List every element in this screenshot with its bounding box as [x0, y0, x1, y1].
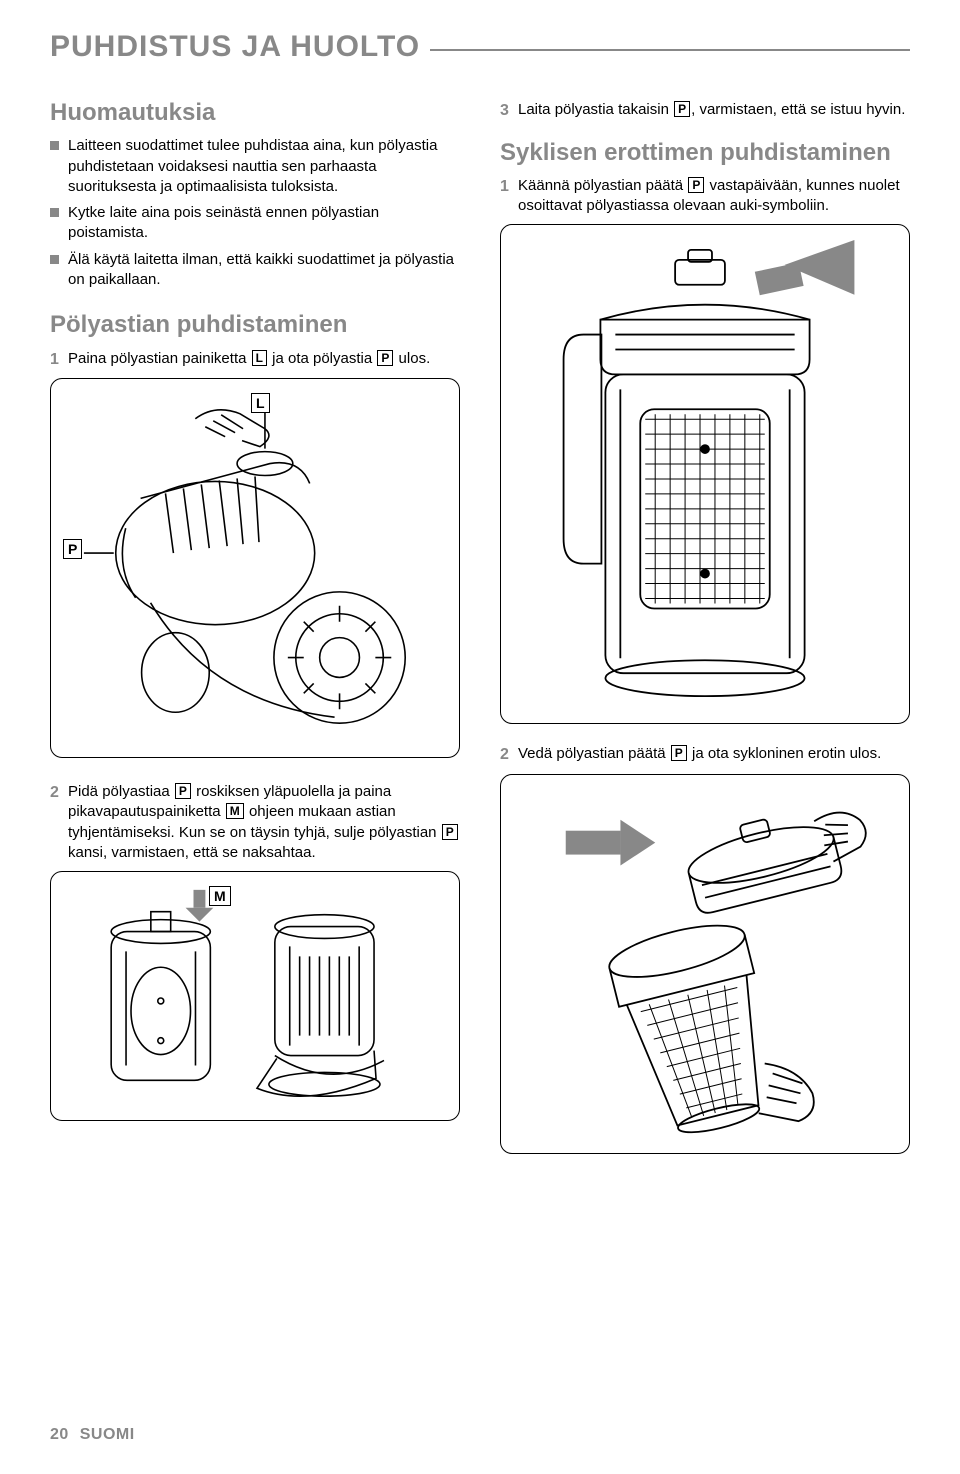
- separator-illustration-icon: [501, 775, 909, 1153]
- left-column: Huomautuksia Laitteen suodattimet tulee …: [50, 100, 460, 1154]
- figure-empty-dust: M: [50, 871, 460, 1121]
- keycap-p: P: [442, 824, 458, 840]
- keycap-p: P: [175, 783, 191, 799]
- keycap-m: M: [226, 803, 244, 819]
- cyclone-step-1: 1 Käännä pölyastian päätä P vastapäivään…: [500, 176, 910, 217]
- arrow-right-icon: [566, 820, 656, 866]
- step-text: Käännä pölyastian päätä P vastapäivään, …: [518, 176, 910, 217]
- right-column: 3 Laita pölyastia takaisin P, varmistaen…: [500, 100, 910, 1154]
- figure-dust-container-remove: L P: [50, 378, 460, 758]
- step-text: Laita pölyastia takaisin P, varmistaen, …: [518, 100, 910, 122]
- step-number: 3: [500, 100, 518, 122]
- page-title-text: PUHDISTUS JA HUOLTO: [50, 30, 420, 64]
- keycap-p: P: [671, 745, 687, 761]
- notes-heading: Huomautuksia: [50, 100, 460, 126]
- rotate-illustration-icon: [501, 225, 909, 723]
- notes-list: Laitteen suodattimet tulee puhdistaa ain…: [50, 136, 460, 290]
- keycap-p: P: [688, 177, 704, 193]
- figure-pull-separator: [500, 774, 910, 1154]
- step-text: Paina pölyastian painiketta L ja ota pöl…: [68, 349, 460, 371]
- clean-heading: Pölyastian puhdistaminen: [50, 312, 460, 338]
- keycap-l: L: [252, 350, 267, 366]
- vacuum-illustration-icon: [51, 379, 459, 757]
- keycap-p: P: [377, 350, 393, 366]
- title-rule: [430, 49, 910, 51]
- step-3: 3 Laita pölyastia takaisin P, varmistaen…: [500, 100, 910, 122]
- fig-label-l: L: [251, 393, 270, 413]
- step-number: 2: [50, 782, 68, 863]
- step-text: Vedä pölyastian päätä P ja ota syklonine…: [518, 744, 910, 766]
- note-item: Laitteen suodattimet tulee puhdistaa ain…: [50, 136, 460, 197]
- empty-illustration-icon: [51, 872, 459, 1120]
- page-number: 20: [50, 1426, 69, 1443]
- figure-rotate-head: [500, 224, 910, 724]
- note-item: Kytke laite aina pois seinästä ennen pöl…: [50, 203, 460, 244]
- note-item: Älä käytä laitetta ilman, että kaikki su…: [50, 250, 460, 291]
- step-number: 1: [500, 176, 518, 217]
- step-text: Pidä pölyastiaa P roskiksen yläpuolella …: [68, 782, 460, 863]
- footer-language: SUOMI: [80, 1426, 135, 1443]
- step-1: 1 Paina pölyastian painiketta L ja ota p…: [50, 349, 460, 371]
- fig-label-m: M: [209, 886, 231, 906]
- page-footer: 20 SUOMI: [50, 1426, 135, 1444]
- step-number: 2: [500, 744, 518, 766]
- fig-label-p: P: [63, 539, 82, 559]
- cyclone-heading: Syklisen erottimen puhdistaminen: [500, 140, 910, 166]
- cyclone-step-2: 2 Vedä pölyastian päätä P ja ota sykloni…: [500, 744, 910, 766]
- content-columns: Huomautuksia Laitteen suodattimet tulee …: [50, 100, 910, 1154]
- arrow-upright-icon: [755, 240, 855, 295]
- step-2: 2 Pidä pölyastiaa P roskiksen yläpuolell…: [50, 782, 460, 863]
- step-number: 1: [50, 349, 68, 371]
- keycap-p: P: [674, 101, 690, 117]
- page-title: PUHDISTUS JA HUOLTO: [50, 30, 910, 64]
